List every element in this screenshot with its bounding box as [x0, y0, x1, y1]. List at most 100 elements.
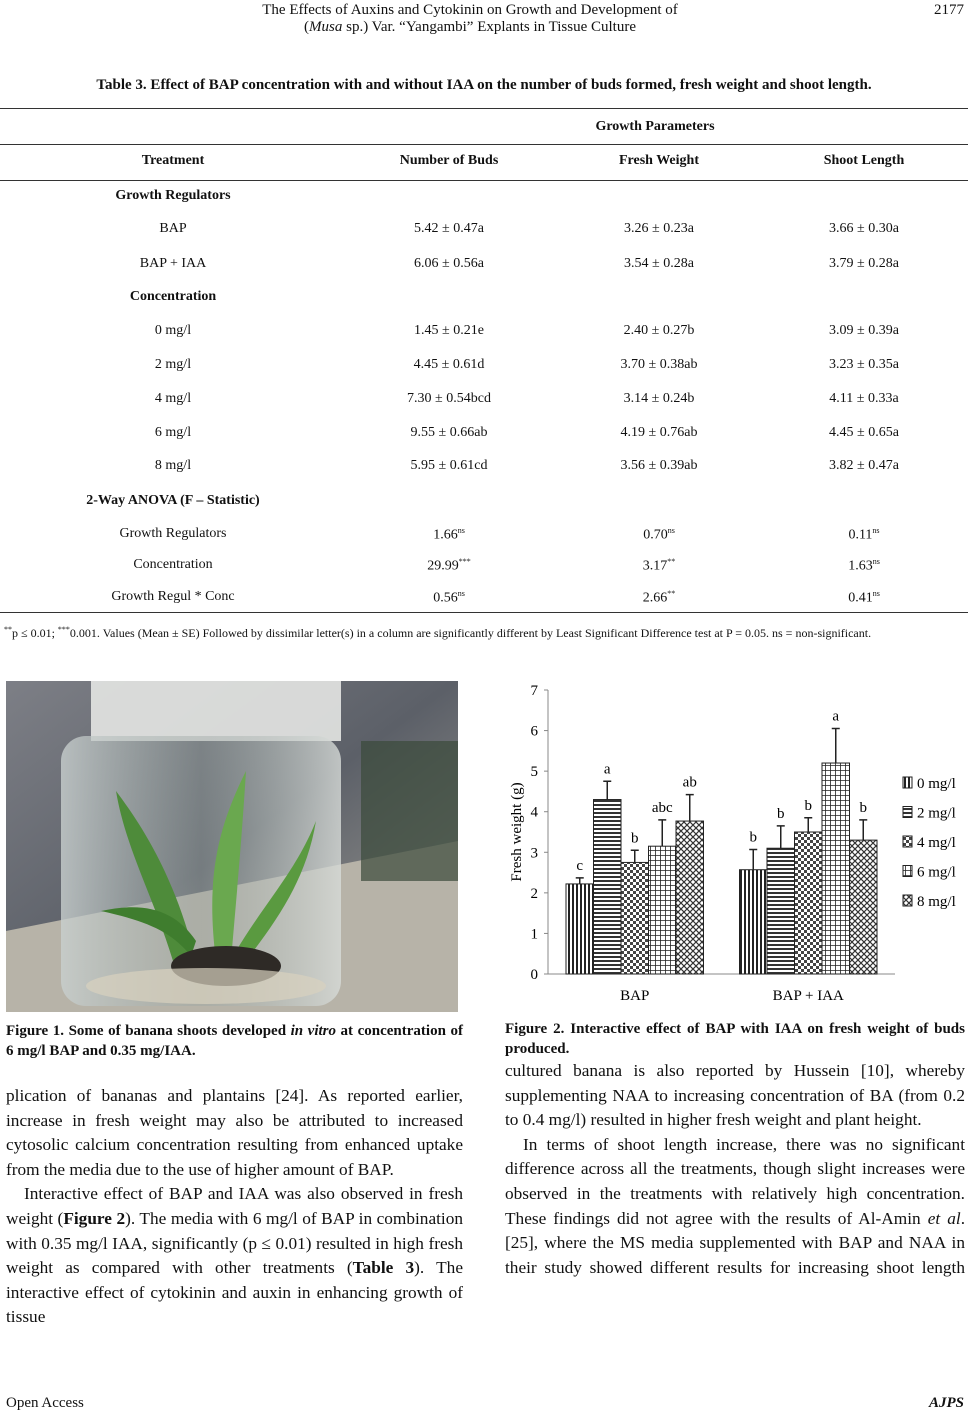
significance-letter: b [750, 829, 758, 845]
table-cell: 3.54 ± 0.28a [624, 256, 694, 271]
significance: ns [872, 526, 880, 535]
significance-letter: c [576, 858, 583, 874]
paragraph: cultured banana is also reported by Huss… [505, 1059, 965, 1133]
bar [620, 861, 649, 975]
table-cell: 3.17** [643, 557, 676, 575]
y-tick-label: 5 [531, 764, 539, 780]
legend-label: 8 mg/l [917, 894, 956, 910]
footer-right: AJPS [928, 1395, 964, 1411]
table-cell: 3.26 ± 0.23a [624, 221, 694, 236]
column-header: Number of Buds [399, 153, 499, 168]
significance-letter: b [631, 830, 639, 846]
table-cell: 3.09 ± 0.39a [829, 323, 899, 338]
table-cell: 1.66ns [433, 526, 465, 544]
paragraph: Interactive effect of BAP and IAA was al… [6, 1182, 463, 1330]
significance-letter: ab [683, 775, 697, 791]
italic-text: et al [927, 1208, 961, 1228]
error-bar [658, 819, 667, 847]
table: Growth Parameters Treatment Number of Buds… [0, 0, 968, 660]
table-cell: 0.56ns [433, 589, 465, 607]
bold-text: Figure 2 [63, 1208, 126, 1228]
column-header: Shoot Length [823, 153, 905, 168]
significance-letter: b [777, 806, 785, 822]
section-row: Concentration [129, 289, 217, 304]
bold-text: Figure 1. Some of banana shoots develope… [6, 1023, 291, 1039]
table-cell: 3.56 ± 0.39ab [620, 458, 698, 473]
group-header: Growth Parameters [595, 119, 715, 134]
table-cell: 5.42 ± 0.47a [414, 221, 484, 236]
table-cell: BAP + IAA [139, 256, 207, 271]
text: In terms of shoot length increase, there… [505, 1134, 965, 1228]
table-rule [0, 144, 968, 145]
cell-value: 0.70 [643, 527, 668, 543]
text: ). The interactive effect of cytokinin a… [6, 1258, 463, 1327]
body-column: plication of bananas and plantains [24].… [6, 1084, 463, 1330]
significance: ns [457, 589, 465, 598]
bar [565, 883, 594, 975]
table-cell: Concentration [133, 557, 213, 572]
table-cell: 1.45 ± 0.21e [414, 323, 484, 338]
bold-text: in vitro [291, 1023, 336, 1039]
table-cell: 2.40 ± 0.27b [623, 323, 695, 338]
text: Interactive effect of BAP and IAA was al… [6, 1184, 463, 1228]
footer-left: Open Access [6, 1395, 84, 1411]
table-cell: 3.79 ± 0.28a [829, 256, 899, 271]
cell-value: 2.66 [642, 590, 668, 606]
table-cell: 2 mg/l [154, 357, 192, 372]
y-axis-label: Fresh weight (g) [509, 782, 525, 881]
table-cell: 8 mg/l [154, 458, 192, 473]
bar [821, 762, 850, 975]
legend-swatch [902, 835, 913, 848]
column-header: Fresh Weight [619, 153, 699, 168]
legend-swatch [902, 806, 913, 818]
table-cell: 4.45 ± 0.61d [413, 357, 485, 372]
bar [739, 869, 768, 975]
text: ( [304, 19, 310, 35]
y-tick-label: 2 [531, 886, 539, 902]
y-tick-label: 4 [531, 805, 539, 821]
table-cell: 5.95 ± 0.61cd [410, 458, 488, 473]
table-cell: Growth Regulators [119, 526, 227, 541]
significance-letter: abc [652, 800, 673, 816]
running-title: (Musa sp.) Var. “Yangambi” Explants in T… [200, 19, 740, 36]
error-bar [603, 780, 612, 800]
running-title: The Effects of Auxins and Cytokinin on G… [262, 2, 678, 18]
significance: ns [872, 557, 880, 566]
text: p ≤ 0.01; [12, 626, 58, 640]
table-caption: Table 3. Effect of BAP concentration wit… [96, 77, 872, 93]
bar [593, 799, 622, 975]
cell-value: 1.63 [848, 558, 873, 574]
table-cell: 2.66** [643, 589, 676, 607]
error-bar [804, 817, 813, 832]
significance: ** [667, 557, 676, 566]
table-cell: 29.99*** [427, 557, 471, 575]
legend-swatch [902, 894, 913, 907]
bold-text: Figure 2. Interactive effect of BAP with… [505, 1021, 965, 1057]
superscript: ** [4, 625, 12, 634]
significance-letter: b [860, 800, 868, 816]
cell-value: 0.11 [848, 527, 873, 543]
table-cell: 4.45 ± 0.65a [829, 425, 899, 440]
cell-value: 0.56 [433, 590, 458, 606]
text: plication of bananas and plantains [24].… [6, 1086, 463, 1179]
column-header: Treatment [141, 153, 205, 168]
significance: ns [457, 526, 465, 535]
legend-label: 0 mg/l [917, 776, 956, 792]
error-bar [630, 849, 639, 863]
error-bar [831, 727, 840, 764]
y-tick-label: 0 [531, 967, 539, 983]
table-cell: 6.06 ± 0.56a [414, 256, 484, 271]
table-cell: 3.23 ± 0.35a [829, 357, 899, 372]
table-cell: 6 mg/l [154, 425, 192, 440]
x-tick-label: BAP [620, 988, 649, 1004]
italic-text: Musa [309, 19, 343, 35]
significance-letter: b [805, 798, 813, 814]
bold-text: Table 3 [352, 1258, 415, 1278]
legend-label: 4 mg/l [917, 835, 956, 851]
y-tick-label: 3 [531, 845, 539, 861]
table-cell: 1.63ns [848, 557, 880, 575]
table-rule [0, 612, 968, 613]
bar [849, 839, 878, 975]
